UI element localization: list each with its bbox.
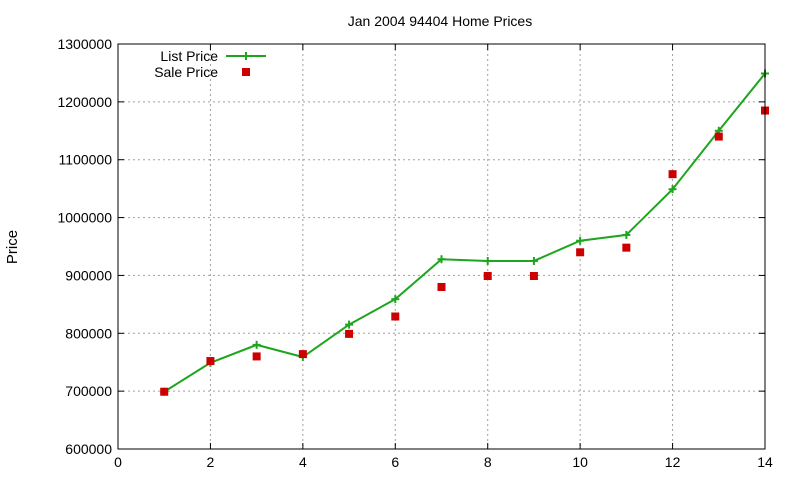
sale-price-point xyxy=(252,352,261,361)
list-price-point xyxy=(391,295,400,304)
sale-price-point xyxy=(437,283,446,291)
legend-label-list-price: List Price xyxy=(160,48,218,64)
y-tick-label: 1000000 xyxy=(57,210,112,226)
list-price-point xyxy=(576,236,585,245)
sale-price-point xyxy=(298,350,307,359)
y-tick-label: 800000 xyxy=(65,325,112,341)
sale-price-point xyxy=(622,243,631,252)
sale-price-point xyxy=(483,272,492,281)
sale-price-point xyxy=(714,132,723,141)
list-price-point xyxy=(437,255,446,264)
x-tick-label: 12 xyxy=(665,454,681,470)
list-price-point xyxy=(483,256,492,265)
plot-series xyxy=(160,69,769,396)
y-tick-label: 700000 xyxy=(65,383,112,399)
y-axis-label: Price xyxy=(4,230,21,264)
list-price-point xyxy=(622,230,631,239)
x-tick-label: 0 xyxy=(114,454,122,470)
sale-price-point xyxy=(529,272,538,281)
list-price-point xyxy=(345,320,354,329)
legend-label-sale-price: Sale Price xyxy=(154,64,218,80)
sale-price-point xyxy=(160,387,169,396)
sale-price-point xyxy=(668,170,677,179)
list-price-point xyxy=(668,185,677,194)
x-tick-label: 2 xyxy=(207,454,215,470)
axes: 0 2 4 6 8 10 12 14 600000 700000 800000 900000 10000… xyxy=(57,36,773,470)
x-tick-label: 14 xyxy=(757,454,773,470)
legend: List Price Sale Price xyxy=(154,48,266,80)
sale-price-point xyxy=(576,248,585,257)
list-price-point xyxy=(529,256,538,265)
grid xyxy=(118,44,765,449)
y-tick-label: 600000 xyxy=(65,441,112,457)
y-tick-label: 1200000 xyxy=(57,94,112,110)
list-price-point xyxy=(252,340,261,349)
x-tick-label: 10 xyxy=(572,454,588,470)
x-tick-label: 4 xyxy=(299,454,307,470)
y-tick-label: 1100000 xyxy=(59,152,113,168)
sale-price-point xyxy=(391,312,400,321)
x-tick-label: 6 xyxy=(391,454,399,470)
y-tick-label: 900000 xyxy=(65,267,112,283)
legend-swatch-sale-price xyxy=(242,68,250,76)
chart-title: Jan 2004 94404 Home Prices xyxy=(348,13,532,29)
x-tick-label: 8 xyxy=(484,454,492,470)
sale-price-point xyxy=(206,357,215,366)
list-price-line xyxy=(163,72,766,393)
plot-frame xyxy=(117,43,766,450)
y-tick-label: 1300000 xyxy=(57,36,112,52)
sale-price-point xyxy=(345,329,354,338)
